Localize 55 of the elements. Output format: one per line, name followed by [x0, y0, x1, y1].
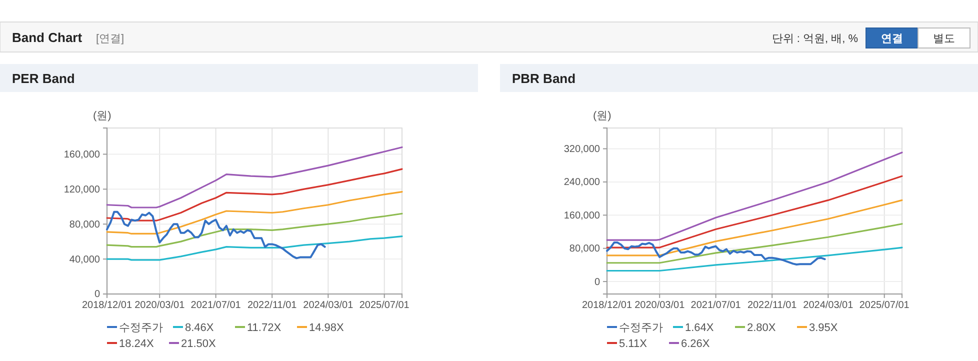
x-tick-label: 2020/03/01: [134, 300, 186, 312]
text: 별도: [933, 33, 955, 45]
line-series: [606, 246, 903, 272]
text: 단위 : 억원, 배, %: [772, 33, 858, 45]
x-tick-label: 2021/07/01: [190, 300, 242, 312]
legend-label: 수정주가: [119, 322, 163, 334]
x-tick-label: 2024/03/01: [303, 300, 354, 312]
legend-label: 8.46X: [185, 322, 214, 334]
x-tick-label: 2022/11/01: [247, 300, 298, 312]
legend-label: 5.11X: [619, 338, 648, 350]
legend-label: 3.95X: [809, 322, 838, 334]
y-axis-title: (원): [93, 110, 112, 122]
y-tick-label: 80,000: [69, 219, 100, 230]
y-tick-label: 40,000: [69, 254, 100, 266]
line-series: [606, 199, 903, 256]
line-series: [606, 242, 826, 266]
y-tick-label: 160,000: [564, 210, 600, 222]
text: 연결: [881, 33, 903, 45]
line-series: [606, 152, 903, 241]
legend-label: 6.26X: [681, 338, 710, 350]
legend-label: 21.50X: [181, 338, 217, 350]
x-tick-label: 2024/03/01: [803, 300, 854, 312]
x-tick-label: 2020/03/01: [634, 300, 686, 312]
line-series: [106, 236, 403, 261]
x-tick-label: 2021/07/01: [690, 300, 742, 312]
line-series: [606, 223, 903, 264]
line-series: [606, 175, 903, 248]
line-series: [106, 212, 403, 248]
legend-label: 18.24X: [119, 338, 155, 350]
line-series: [106, 146, 403, 208]
y-axis-title: (원): [593, 110, 612, 122]
x-tick-label: 2018/12/01: [582, 300, 632, 312]
y-tick-label: 160,000: [64, 149, 100, 160]
y-tick-label: 240,000: [564, 177, 600, 188]
x-tick-label: 2025/07/01: [359, 300, 410, 312]
line-series: [106, 168, 403, 222]
x-tick-label: 2018/12/01: [82, 300, 132, 312]
y-tick-label: 0: [94, 289, 100, 300]
legend-label: 11.72X: [247, 322, 282, 334]
y-tick-label: 320,000: [564, 144, 600, 155]
legend-label: 수정주가: [619, 322, 663, 334]
x-tick-label: 2022/11/01: [747, 300, 798, 312]
text: Band Chart: [12, 30, 83, 45]
y-tick-label: 0: [594, 276, 600, 288]
line-series: [106, 190, 403, 235]
x-tick-label: 2025/07/01: [859, 300, 910, 312]
legend-label: 1.64X: [685, 322, 714, 334]
chart-title: PBR Band: [512, 71, 576, 86]
y-tick-label: 120,000: [64, 184, 100, 196]
line-series: [106, 210, 326, 260]
text: [연결]: [96, 33, 124, 45]
y-tick-label: 80,000: [569, 244, 600, 255]
legend-label: 14.98X: [309, 322, 345, 334]
legend-label: 2.80X: [747, 322, 776, 334]
chart-title: PER Band: [12, 71, 75, 86]
